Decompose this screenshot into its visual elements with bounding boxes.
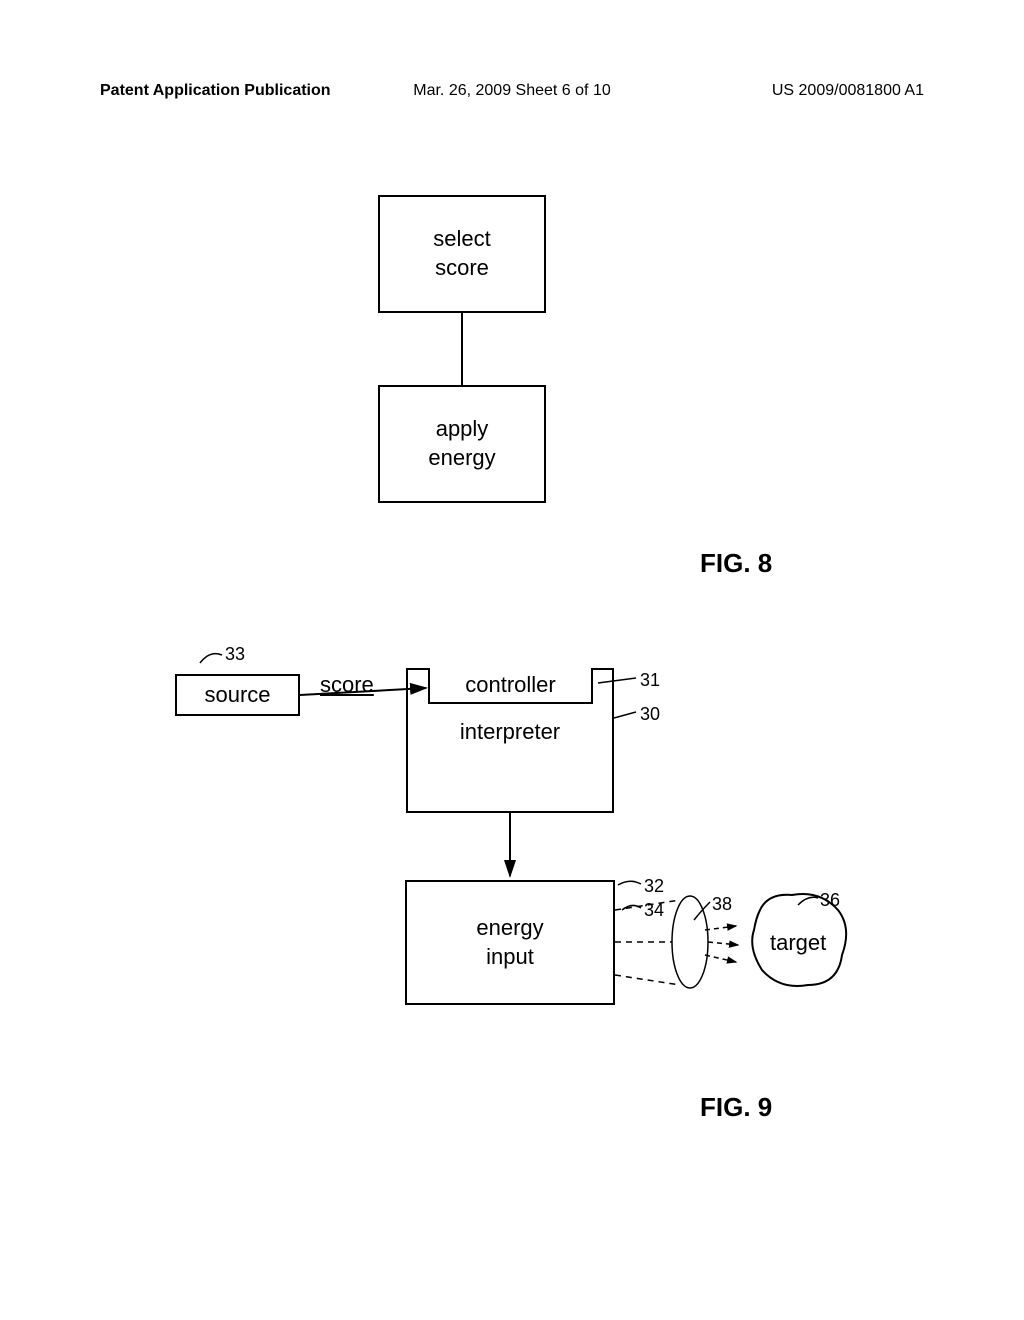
fig9-source-text: source	[204, 681, 270, 710]
fig8-box2-text: apply energy	[428, 415, 495, 472]
fig9-energy-text: energy input	[476, 914, 543, 971]
fig8-box-apply-energy: apply energy	[378, 385, 546, 503]
ref-30: 30	[640, 704, 660, 725]
fig9-label: FIG. 9	[700, 1092, 772, 1123]
fig8-box1-text: select score	[433, 225, 490, 282]
ref-36: 36	[820, 890, 840, 911]
fig9-controller-box: controller	[428, 668, 593, 704]
ref-34: 34	[644, 900, 664, 921]
fig8-label: FIG. 8	[700, 548, 772, 579]
fig9-interpreter-text: interpreter	[460, 718, 560, 747]
fig9-controller-text: controller	[465, 671, 555, 700]
page-header: Patent Application Publication Mar. 26, …	[0, 82, 1024, 100]
ref-31: 31	[640, 670, 660, 691]
ref-38: 38	[712, 894, 732, 915]
fig9-source-box: source	[175, 674, 300, 716]
header-left: Patent Application Publication	[100, 82, 331, 100]
header-right: US 2009/0081800 A1	[772, 82, 924, 100]
fig9-target-label: target	[770, 930, 826, 956]
fig9-score-label: score	[320, 672, 374, 698]
header-center: Mar. 26, 2009 Sheet 6 of 10	[413, 82, 610, 100]
fig8-box-select-score: select score	[378, 195, 546, 313]
fig9-energy-input-box: energy input	[405, 880, 615, 1005]
ref-32: 32	[644, 876, 664, 897]
ref-33: 33	[225, 644, 245, 665]
